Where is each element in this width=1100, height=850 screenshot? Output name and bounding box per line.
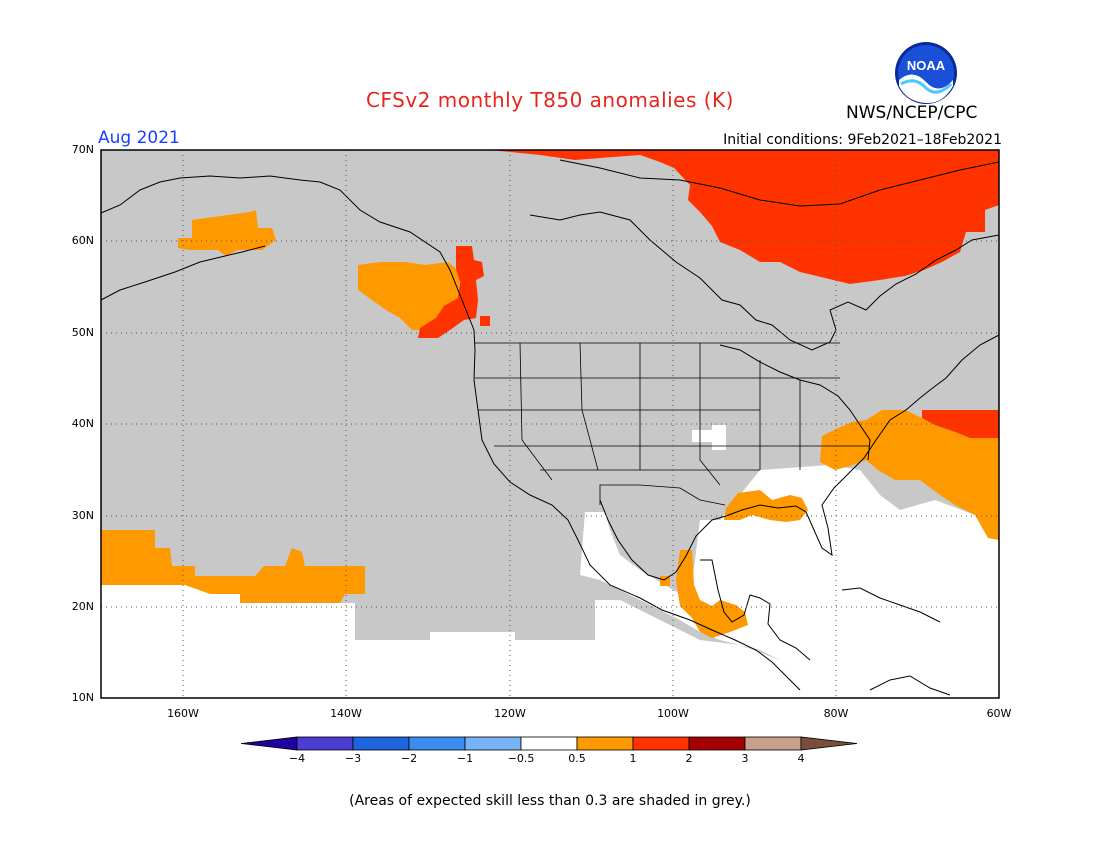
lat-label-50n: 50N — [71, 326, 94, 339]
legend-swatch — [408, 736, 466, 751]
hot-area-island — [480, 316, 490, 326]
lon-label-140w: 140W — [330, 707, 362, 720]
political-borders — [475, 342, 870, 506]
map-frame — [100, 149, 1000, 699]
initial-conditions: Initial conditions: 9Feb2021–18Feb2021 — [723, 132, 1002, 148]
coastlines — [100, 159, 1000, 696]
legend-tick-label: 3 — [741, 752, 749, 765]
neutral-area-gulf — [580, 465, 999, 690]
hot-area-atlantic-ne — [922, 410, 999, 438]
neutral-area-south — [101, 585, 999, 698]
legend-arrow-low — [240, 736, 298, 751]
legend-swatch — [520, 736, 578, 751]
legend-tick-label: 1 — [629, 752, 637, 765]
lat-label-30n: 30N — [71, 509, 94, 522]
legend-swatch — [632, 736, 690, 751]
legend-tick-label: −0.5 — [507, 752, 535, 765]
logo-text: NOAA — [907, 58, 946, 73]
legend-tick-label: −1 — [456, 752, 474, 765]
lon-label-80w: 80W — [823, 707, 849, 720]
hot-area-canada-east — [490, 150, 999, 284]
lat-label-70n: 70N — [71, 143, 94, 156]
legend-tick-label: 0.5 — [568, 752, 586, 765]
lon-label-120w: 120W — [494, 707, 526, 720]
legend-swatch — [352, 736, 410, 751]
legend-swatch — [464, 736, 522, 751]
lat-label-40n: 40N — [71, 417, 94, 430]
valid-month: Aug 2021 — [98, 128, 180, 148]
lon-label-60w: 60W — [986, 707, 1012, 720]
lon-label-160w: 160W — [167, 707, 199, 720]
legend-swatch — [576, 736, 634, 751]
legend-swatch — [688, 736, 746, 751]
warm-area-atlantic — [820, 410, 999, 540]
warm-area-pacific — [101, 530, 365, 603]
warm-area-mexico-west — [660, 576, 670, 586]
agency-label: NWS/NCEP/CPC — [846, 103, 978, 123]
lat-label-60n: 60N — [71, 234, 94, 247]
legend-tick-label: −3 — [344, 752, 362, 765]
lat-label-20n: 20N — [71, 600, 94, 613]
legend-tick-label: 2 — [685, 752, 693, 765]
warm-area-bc — [358, 262, 460, 330]
legend-swatch — [744, 736, 802, 751]
legend-arrow-high — [800, 736, 858, 751]
neutral-area-plains — [692, 425, 726, 450]
footnote: (Areas of expected skill less than 0.3 a… — [349, 793, 751, 809]
chart-title: CFSv2 monthly T850 anomalies (K) — [366, 88, 734, 112]
lon-label-100w: 100W — [657, 707, 689, 720]
legend-tick-label: −4 — [288, 752, 306, 765]
legend-tick-label: −2 — [400, 752, 418, 765]
legend-swatch — [296, 736, 354, 751]
lat-label-10n: 10N — [71, 691, 94, 704]
warm-area-alaska — [178, 210, 276, 256]
noaa-logo: NOAA — [893, 40, 959, 106]
warm-area-mexico — [676, 550, 748, 638]
legend-tick-label: 4 — [797, 752, 805, 765]
